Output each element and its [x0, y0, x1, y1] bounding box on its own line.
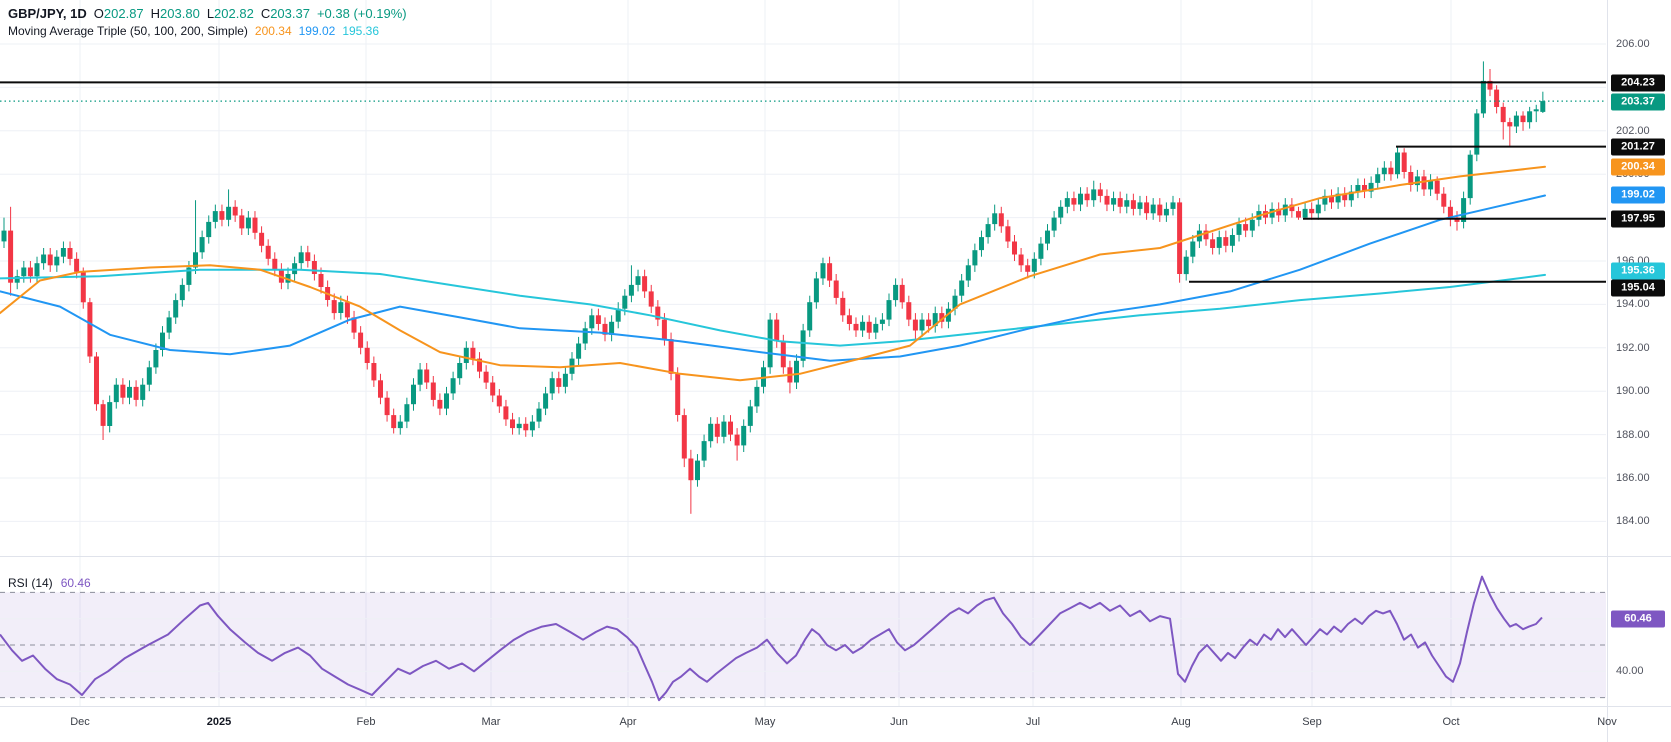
candlestick-series — [1, 61, 1546, 514]
time-axis-label: Jul — [1025, 716, 1041, 728]
ma100-value: 199.02 — [298, 24, 336, 38]
time-axis-border — [0, 706, 1671, 707]
price-axis-label: 194.00 — [1616, 298, 1650, 311]
price-axis-badge: 203.37 — [1611, 93, 1665, 111]
indicator-legend-row[interactable]: Moving Average Triple (50, 100, 200, Sim… — [8, 24, 379, 38]
price-axis-label: 190.00 — [1616, 385, 1650, 398]
time-axis-label: Oct — [1442, 716, 1460, 728]
symbol-legend-row[interactable]: GBP/JPY, 1D O202.87 H203.80 L202.82 C203… — [8, 6, 407, 21]
price-axis-badge: 195.04 — [1611, 279, 1665, 297]
pane-separator[interactable] — [0, 556, 1671, 557]
time-axis-label: Aug — [1171, 716, 1191, 728]
ma-line-100[interactable] — [0, 194, 1546, 362]
ma-line-200[interactable] — [0, 268, 1546, 347]
price-axis-label: 186.00 — [1616, 472, 1650, 484]
time-axis-label: Jun — [890, 716, 908, 728]
rsi-value: 60.46 — [60, 576, 91, 590]
symbol-title[interactable]: GBP/JPY, 1D — [8, 6, 87, 21]
price-axis-border — [1607, 0, 1608, 742]
rsi-title[interactable]: RSI (14) — [8, 576, 53, 590]
price-axis-label: 40.00 — [1616, 665, 1644, 677]
price-axis-badge: 195.36 — [1611, 262, 1665, 280]
ohlc-low: L202.82 — [206, 6, 254, 21]
price-axis-label: 188.00 — [1616, 428, 1650, 441]
price-axis-badge: 199.02 — [1611, 186, 1665, 204]
ohlc-open: O202.87 — [93, 6, 144, 21]
ma-line-50[interactable] — [0, 165, 1546, 382]
time-axis-label: Sep — [1302, 716, 1322, 728]
ma50-value: 200.34 — [254, 24, 292, 38]
time-axis-label: Mar — [481, 716, 501, 728]
price-axis-label: 184.00 — [1616, 515, 1650, 528]
ma200-value: 195.36 — [342, 24, 380, 38]
rsi-legend-row[interactable]: RSI (14) 60.46 — [8, 576, 91, 590]
time-axis-label: Dec — [70, 716, 90, 728]
ohlc-close: C203.37 — [260, 6, 310, 21]
price-axis-badge: 197.95 — [1611, 210, 1665, 228]
price-axis-label: 206.00 — [1616, 38, 1650, 50]
time-axis-label: Apr — [619, 716, 637, 728]
price-axis-badge: 60.46 — [1611, 610, 1665, 628]
horizontal-gridlines — [0, 43, 1606, 522]
price-axis-badge: 200.34 — [1611, 158, 1665, 176]
price-axis-badge: 204.23 — [1611, 74, 1665, 92]
ohlc-high: H203.80 — [150, 6, 200, 21]
time-axis-label: Feb — [356, 716, 376, 728]
price-axis-label: 202.00 — [1616, 124, 1650, 137]
time-axis-label: May — [754, 716, 776, 728]
price-axis-badge: 201.27 — [1611, 138, 1665, 156]
change-value: +0.38 (+0.19%) — [316, 6, 407, 21]
indicator-title[interactable]: Moving Average Triple (50, 100, 200, Sim… — [8, 24, 248, 38]
time-axis-label: Nov — [1597, 716, 1617, 728]
price-axis-label: 192.00 — [1616, 341, 1650, 354]
rsi-line[interactable] — [0, 575, 1543, 702]
time-axis-label: 2025 — [206, 716, 232, 728]
